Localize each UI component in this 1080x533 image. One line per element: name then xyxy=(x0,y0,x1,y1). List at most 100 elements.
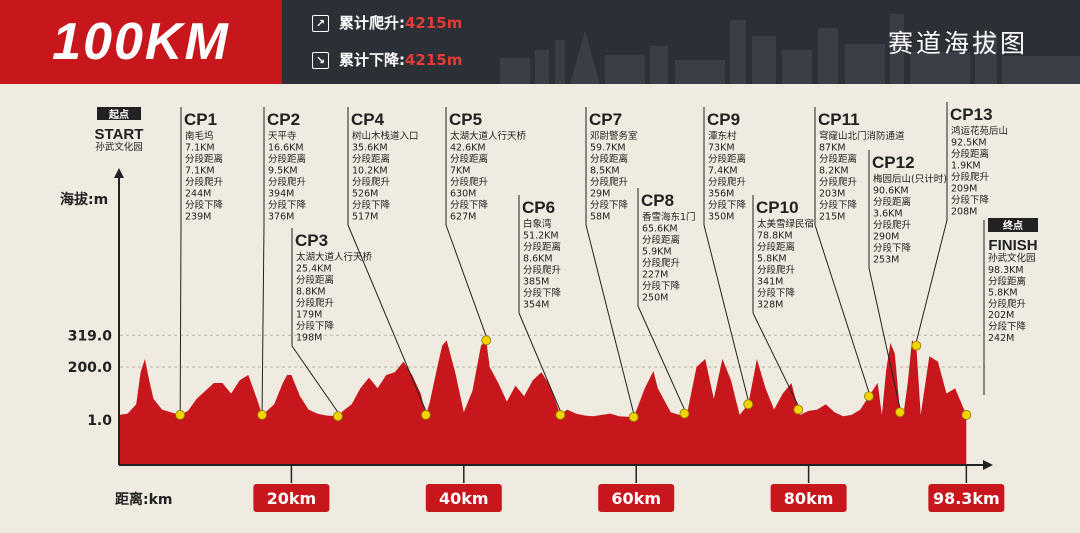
checkpoint-detail: 分段距离 xyxy=(757,241,795,253)
ascent-label: 累计爬升: xyxy=(339,14,405,32)
checkpoint-detail: 385M xyxy=(523,277,549,288)
checkpoint-detail: 分段下降 xyxy=(268,199,307,211)
checkpoint-detail: 208M xyxy=(951,207,977,218)
x-axis-arrow xyxy=(983,460,993,470)
y-tick-label: 1.0 xyxy=(87,413,112,429)
checkpoint-detail: 分段距离 xyxy=(523,241,561,253)
checkpoint-detail: 354M xyxy=(523,300,549,311)
checkpoint-name: CP2 xyxy=(267,110,300,129)
x-tick-badge xyxy=(598,484,675,512)
checkpoint-marker xyxy=(420,410,431,420)
checkpoint-detail: 分段下降 xyxy=(296,320,335,332)
checkpoint-detail: 分段爬升 xyxy=(708,176,747,188)
checkpoint-detail: 356M xyxy=(708,189,734,200)
x-tick-label: 40km xyxy=(439,489,489,508)
checkpoint-detail: 90.6KM xyxy=(873,186,909,197)
skyline-silhouette xyxy=(500,14,1080,84)
checkpoint-detail: 分段爬升 xyxy=(268,176,307,188)
checkpoint-name: CP5 xyxy=(449,110,482,129)
checkpoint-detail: 分段下降 xyxy=(819,199,858,211)
arrow-up-right-icon: ↗ xyxy=(312,15,329,32)
finish-detail: 分段爬升 xyxy=(988,298,1027,310)
checkpoint-detail: 73KM xyxy=(708,143,735,154)
checkpoint-detail: 分段爬升 xyxy=(185,176,224,188)
checkpoint-detail: 南毛坞 xyxy=(185,130,214,142)
checkpoint-detail: 分段爬升 xyxy=(523,264,562,276)
start-title: 起点 xyxy=(108,108,129,121)
total-ascent: ↗ 累计爬升:4215m xyxy=(312,12,462,34)
checkpoint-detail: 5.8KM xyxy=(757,254,787,265)
checkpoint-detail: 9.5KM xyxy=(268,166,298,177)
checkpoint-detail: 白象湾 xyxy=(523,218,552,230)
finish-place: 孙武文化园 xyxy=(988,252,1036,264)
checkpoint-detail: 分段爬升 xyxy=(642,257,681,269)
finish-detail: 分段下降 xyxy=(988,321,1027,333)
checkpoint-detail: 198M xyxy=(296,333,322,344)
checkpoint-detail: 16.6KM xyxy=(268,143,304,154)
checkpoint-detail: 分段距离 xyxy=(352,153,390,165)
checkpoint-name: CP9 xyxy=(707,110,740,129)
checkpoint-detail: 8.2KM xyxy=(819,166,849,177)
checkpoint-marker xyxy=(257,410,267,420)
checkpoint-detail: 天平寺 xyxy=(268,131,297,142)
checkpoint-detail: 分段下降 xyxy=(185,199,224,211)
descent-label: 累计下降: xyxy=(339,51,405,69)
page-title: 赛道海拔图 xyxy=(887,29,1028,58)
y-tick-label: 319.0 xyxy=(68,328,113,344)
checkpoint-detail: 5.9KM xyxy=(642,247,672,258)
checkpoint-marker xyxy=(895,407,905,418)
checkpoint-detail: 29M xyxy=(590,189,610,200)
checkpoint-leader xyxy=(752,312,799,406)
checkpoint-detail: 7.1KM xyxy=(185,166,215,177)
checkpoint-detail: 分段下降 xyxy=(757,287,796,299)
checkpoint-detail: 分段爬升 xyxy=(590,176,629,188)
x-tick-label: 20km xyxy=(267,489,317,508)
x-tick-badge xyxy=(770,484,847,512)
finish-badge xyxy=(988,218,1038,232)
checkpoint-leader xyxy=(261,224,265,411)
checkpoint-detail: 350M xyxy=(708,212,734,223)
checkpoint-detail: 58M xyxy=(590,212,610,223)
checkpoint-detail: 341M xyxy=(757,277,783,288)
checkpoint-leader xyxy=(347,224,427,412)
checkpoint-marker xyxy=(555,410,566,420)
x-tick-badge xyxy=(928,484,1005,512)
checkpoint-detail: 太湖大道人行天桥 xyxy=(450,130,527,142)
checkpoint-detail: 244M xyxy=(185,189,211,200)
checkpoint-marker xyxy=(911,340,922,351)
checkpoint-name: CP7 xyxy=(589,110,622,129)
checkpoint-marker xyxy=(628,412,639,422)
checkpoint-detail: 分段距离 xyxy=(951,148,989,160)
checkpoint-detail: 290M xyxy=(873,232,899,243)
checkpoint-leader xyxy=(703,224,749,401)
checkpoint-detail: 分段下降 xyxy=(951,194,990,206)
checkpoint-detail: 分段距离 xyxy=(708,153,746,165)
checkpoint-detail: 179M xyxy=(296,310,322,321)
x-tick-badge xyxy=(253,484,330,512)
checkpoint-detail: 分段距离 xyxy=(185,153,223,165)
checkpoint-detail: 分段距离 xyxy=(268,153,306,165)
start-badge xyxy=(97,107,141,120)
checkpoint-name: CP13 xyxy=(950,105,993,124)
checkpoint-name: CP12 xyxy=(872,153,915,172)
checkpoint-detail: 分段下降 xyxy=(450,199,489,211)
checkpoint-name: CP10 xyxy=(756,198,799,217)
checkpoint-detail: 7.1KM xyxy=(185,143,215,154)
checkpoint-detail: 59.7KM xyxy=(590,143,626,154)
checkpoint-detail: 分段下降 xyxy=(873,242,912,254)
x-tick-label: 98.3km xyxy=(933,489,1000,508)
checkpoint-detail: 分段距离 xyxy=(642,234,680,246)
checkpoint-detail: 65.6KM xyxy=(642,224,678,235)
checkpoint-detail: 分段下降 xyxy=(352,199,391,211)
checkpoint-detail: 树山木栈道入口 xyxy=(352,130,419,142)
checkpoint-detail: 526M xyxy=(352,189,378,200)
checkpoint-detail: 203M xyxy=(819,189,845,200)
checkpoint-detail: 328M xyxy=(757,300,783,311)
checkpoint-detail: 分段爬升 xyxy=(450,176,489,188)
checkpoint-detail: 分段爬升 xyxy=(819,176,858,188)
checkpoint-detail: 8.8KM xyxy=(296,287,326,298)
checkpoint-detail: 227M xyxy=(642,270,668,281)
finish-label: FINISH xyxy=(988,237,1037,254)
